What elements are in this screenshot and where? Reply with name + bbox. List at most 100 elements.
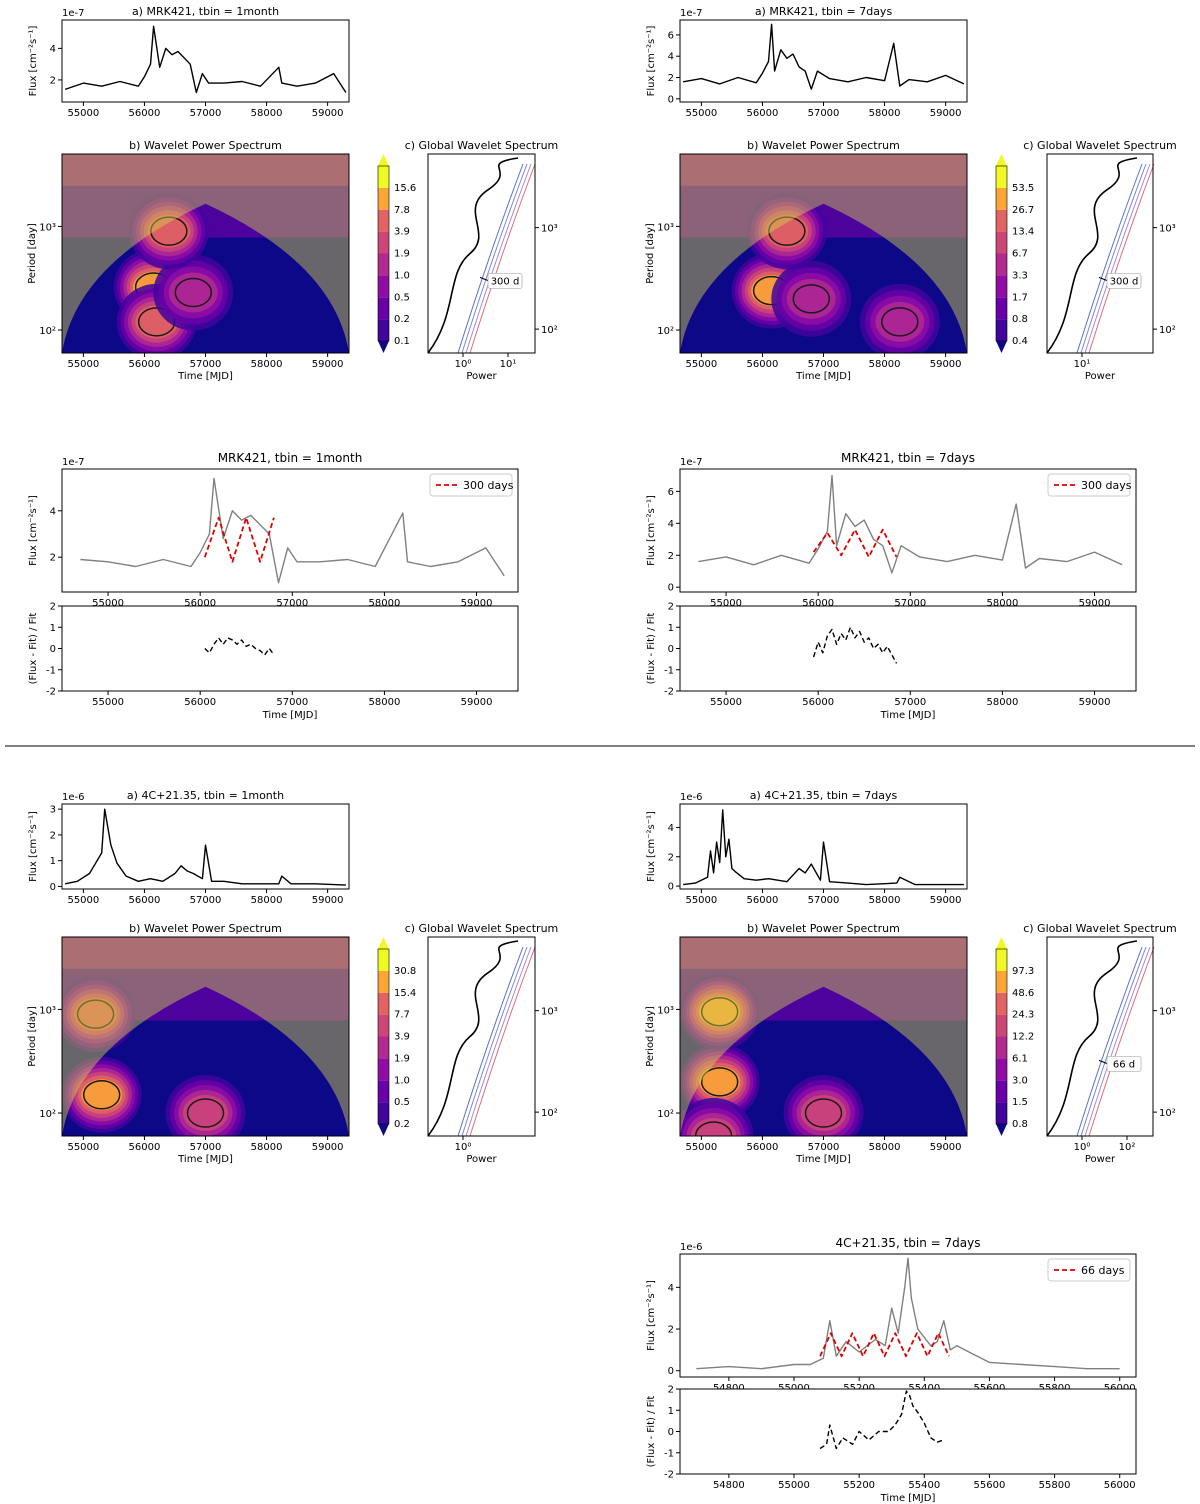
y-tick-label: 0 (668, 644, 674, 655)
chart-title: 4C+21.35, tbin = 7days (836, 1236, 981, 1250)
significance-curve (465, 946, 532, 1137)
chart-title: a) MRK421, tbin = 1month (132, 5, 279, 18)
axes-frame (427, 936, 536, 1137)
y-tick-label: 0 (668, 882, 674, 893)
x-tick-label: 57000 (808, 895, 840, 906)
colorbar-segment (378, 166, 389, 188)
colorbar-segment (996, 970, 1007, 993)
colorbar-segment (378, 253, 389, 276)
x-tick-label: 55000 (710, 598, 742, 609)
global-power-curve (1046, 157, 1138, 354)
colorbar-label: 0.2 (394, 1119, 410, 1130)
x-tick-label: 59000 (461, 598, 493, 609)
y-tick-label: 6 (668, 30, 674, 41)
chart-title: a) 4C+21.35, tbin = 1month (127, 789, 284, 802)
x-tick-label: 57000 (190, 108, 222, 119)
y-axis-label: Period [day] (645, 223, 656, 284)
y-axis-label: Flux [cm⁻²s⁻¹] (646, 811, 657, 882)
power-contour (690, 1118, 737, 1136)
plot-area (62, 20, 349, 102)
colorbar-label: 0.4 (1012, 336, 1028, 347)
colorbar-segment (378, 209, 389, 232)
significance-contour (82, 1080, 121, 1110)
colorbar-segment (378, 1014, 389, 1037)
significance-curve (457, 946, 524, 1137)
x-tick-label: 58000 (869, 108, 901, 119)
plot-area (62, 606, 518, 691)
colorbar-label: 0.5 (394, 1097, 410, 1108)
annotation-label: 300 d (1110, 276, 1139, 287)
y-tick-label: 10³ (541, 224, 558, 235)
colorbar-segment (996, 166, 1007, 188)
y-tick-label: 0 (50, 644, 56, 655)
line-chart-fc_m_lc: 55000 56000 57000 58000 59000 0 1 2 3 1e-6 a) 4C+2… (28, 789, 350, 906)
y-tick-label: 2 (50, 75, 56, 86)
chart-title: c) Global Wavelet Spectrum (405, 139, 559, 152)
y-tick-label: 2 (668, 1325, 674, 1336)
x-tick-label: 10¹ (500, 359, 517, 370)
cone-of-influence (680, 154, 967, 353)
x-tick-label: 55000 (92, 598, 124, 609)
annotation-label: 300 d (491, 276, 520, 287)
series-line (819, 1390, 945, 1450)
series-line (203, 516, 275, 563)
chart-title: a) 4C+21.35, tbin = 7days (750, 789, 898, 802)
heatmap-body (680, 154, 967, 353)
significance-contour (186, 1098, 225, 1128)
colorbar-label: 1.0 (394, 270, 410, 281)
series-line (698, 474, 1123, 574)
x-tick-label: 56000 (129, 1142, 161, 1153)
cone-of-influence (680, 937, 967, 1136)
x-tick-label: 57000 (808, 108, 840, 119)
x-tick-label: 55800 (1039, 1480, 1071, 1491)
colorbar-label: 6.1 (1012, 1053, 1028, 1064)
y-tick-label: 4 (668, 1283, 674, 1294)
y-tick-label: 2 (50, 553, 56, 564)
global-power-curve (1046, 940, 1138, 1137)
significance-contour (694, 1121, 733, 1136)
long-period-band (680, 154, 967, 186)
significance-contour (700, 996, 739, 1027)
significance-curve (1080, 163, 1147, 354)
global-wavelet-mrk_m_gws: 10² 10³ 10⁰ 10¹ c) Global Wavelet Spectrum Po… (405, 139, 559, 382)
power-contour (147, 214, 191, 248)
y-tick-label: 1 (668, 623, 674, 634)
significance-contour (768, 216, 806, 246)
y-tick-label: 2 (668, 73, 674, 84)
colorbar-segment (378, 275, 389, 298)
colorbar-segment (996, 1058, 1007, 1081)
axis-exponent: 1e-7 (62, 8, 85, 19)
x-tick-label: 10² (1119, 1142, 1136, 1153)
x-tick-label: 59000 (930, 895, 962, 906)
axes-frame (61, 468, 519, 593)
y-tick-label: 10³ (657, 222, 674, 233)
colorbar-top-arrow (378, 937, 389, 949)
colorbar-label: 6.7 (1012, 249, 1028, 260)
x-axis-label: Time [MJD] (880, 1493, 936, 1504)
colorbar-label: 48.6 (1012, 988, 1034, 999)
significance-contour (76, 999, 115, 1029)
chart-title: c) Global Wavelet Spectrum (1023, 922, 1177, 935)
legend-box (429, 473, 513, 497)
colorbar-segment (378, 970, 389, 993)
x-tick-label: 10⁰ (455, 1142, 472, 1153)
colorbar-label: 0.5 (394, 292, 410, 303)
plot-area (680, 1389, 1136, 1474)
y-tick-label: 1 (50, 856, 56, 867)
x-tick-label: 59000 (930, 359, 962, 370)
colorbar-frame (995, 165, 1008, 342)
x-tick-label: 58000 (251, 1142, 283, 1153)
y-tick-label: 2 (668, 1385, 674, 1396)
axis-exponent: 1e-7 (680, 457, 703, 468)
colorbar-frame (995, 948, 1008, 1125)
wavelet-heatmap-mrk_m_wps: 55000 56000 57000 58000 59000 10² 10³ b) Wavele… (27, 139, 416, 382)
long-period-band (62, 154, 349, 186)
x-tick-label: 59000 (312, 1142, 344, 1153)
x-tick-label: 58000 (369, 697, 401, 708)
y-tick-label: -1 (46, 665, 56, 676)
x-tick-label: 55000 (685, 359, 717, 370)
line-chart-fc_w_lc: 55000 56000 57000 58000 59000 0 2 4 1e-6 a) 4C+21… (646, 789, 968, 906)
x-tick-label: 59000 (1079, 598, 1111, 609)
x-tick-label: 59000 (930, 108, 962, 119)
y-tick-label: 10² (39, 326, 56, 337)
